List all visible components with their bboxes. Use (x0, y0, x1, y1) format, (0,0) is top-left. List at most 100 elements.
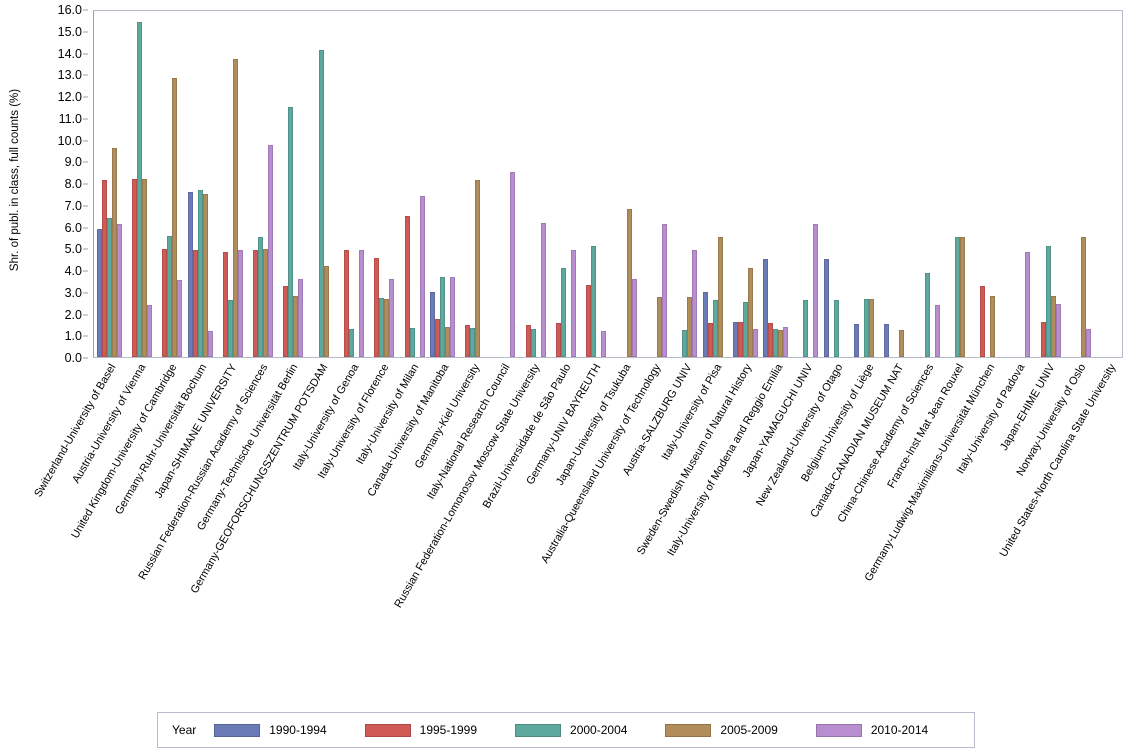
bar-group (218, 11, 243, 357)
bar (288, 106, 294, 357)
bar-group (248, 11, 274, 357)
bar (1055, 303, 1061, 357)
bar (864, 299, 869, 357)
bar (131, 178, 137, 357)
legend-swatch (364, 723, 411, 737)
bar (470, 327, 476, 357)
bar (884, 324, 890, 357)
x-tick-label-text: United States-North Carolina State Unive… (997, 362, 1119, 560)
bar (419, 196, 425, 357)
y-tick-mark (83, 314, 88, 315)
bar (682, 329, 688, 357)
bar (232, 59, 238, 357)
bar-group (854, 11, 879, 357)
y-tick-label: 13.0 (57, 68, 82, 83)
bar (298, 278, 304, 357)
legend-entry[interactable]: 2000-2004 (515, 723, 627, 737)
y-tick-mark (83, 53, 88, 54)
y-tick-label: 14.0 (57, 46, 82, 61)
bar-group (915, 11, 940, 357)
y-tick-mark (83, 9, 88, 11)
bar (783, 326, 789, 357)
y-tick-label: 5.0 (64, 242, 82, 257)
bar (253, 250, 259, 357)
bar (717, 237, 723, 357)
bar (959, 237, 965, 357)
y-tick-label: 12.0 (57, 90, 82, 104)
bar (293, 296, 299, 357)
bar (192, 250, 198, 357)
y-tick-mark (83, 118, 88, 120)
bar-group (521, 11, 546, 357)
bar (525, 325, 531, 357)
bar (1086, 328, 1092, 357)
bar (444, 326, 450, 357)
bar-group (581, 11, 607, 357)
x-tick-label-text: Japan-EHIME UNIV (998, 362, 1058, 453)
bar (707, 323, 713, 357)
legend-entry[interactable]: 1995-1999 (364, 723, 477, 737)
bar (899, 329, 905, 357)
legend-label: 2010-2014 (870, 723, 929, 737)
bar-group (732, 11, 758, 357)
y-tick-label: 15.0 (57, 24, 82, 39)
bar (773, 328, 779, 357)
bar-group (642, 11, 667, 357)
y-tick-mark (83, 227, 88, 228)
bar (803, 300, 809, 357)
y-tick-mark (83, 140, 88, 141)
bar (202, 193, 208, 357)
bar (1025, 251, 1031, 357)
bar (737, 322, 743, 357)
bar (692, 250, 698, 357)
y-tick-label: 9.0 (64, 155, 82, 170)
legend-entry[interactable]: 2010-2014 (815, 723, 929, 737)
bar-group (763, 11, 789, 357)
bar (601, 330, 607, 357)
legend-label: 1990-1994 (269, 723, 327, 737)
bar (586, 285, 592, 357)
legend-entry[interactable]: 2005-2009 (665, 723, 778, 737)
bar (101, 179, 107, 357)
bar-group (793, 11, 819, 357)
y-tick-mark (83, 183, 88, 185)
bar (379, 298, 385, 357)
y-tick-label: 11.0 (58, 111, 82, 126)
bar (656, 297, 662, 357)
bar (687, 297, 693, 357)
y-tick-mark (83, 74, 88, 76)
bar (384, 299, 390, 357)
bar (954, 237, 960, 357)
bar (283, 286, 289, 357)
bar-group (975, 11, 1000, 357)
bar (1045, 246, 1051, 357)
bar (778, 329, 784, 357)
bar (1040, 322, 1046, 357)
bar-group (1036, 11, 1061, 357)
bar-group (945, 11, 970, 357)
y-tick-mark (83, 31, 88, 33)
bar (530, 328, 536, 357)
y-tick-mark (83, 270, 88, 272)
bar-group (157, 11, 183, 357)
y-tick-label: 6.0 (64, 220, 82, 235)
bar (571, 250, 577, 357)
bar (556, 323, 562, 357)
bar (318, 50, 324, 357)
bar (409, 327, 415, 357)
bar (763, 259, 769, 357)
bar-group (1005, 11, 1031, 357)
bar (268, 144, 274, 357)
y-tick-label: 16.0 (57, 3, 82, 17)
bar-group (96, 11, 122, 357)
bar (449, 276, 455, 357)
y-tick-label: 7.0 (64, 198, 82, 213)
y-axis-tick-labels: 0.0 1.0 2.0 3.0 4.0 5.0 6.0 7.0 8.0 9.0 10.0 11.0 12… (28, 0, 88, 365)
x-axis-tick-labels: Switzerland-University of Basel Austria-U… (32, 360, 1123, 660)
bar-group (309, 11, 334, 357)
bar (177, 279, 183, 357)
x-tick-label-text: Russian Federation-Lomonosov Moscow Stat… (392, 362, 543, 610)
y-axis-title-text: Shr. of publ. in class, full counts (%) (9, 88, 22, 272)
legend-entry[interactable]: 1990-1994 (214, 723, 327, 737)
bar (237, 250, 243, 357)
